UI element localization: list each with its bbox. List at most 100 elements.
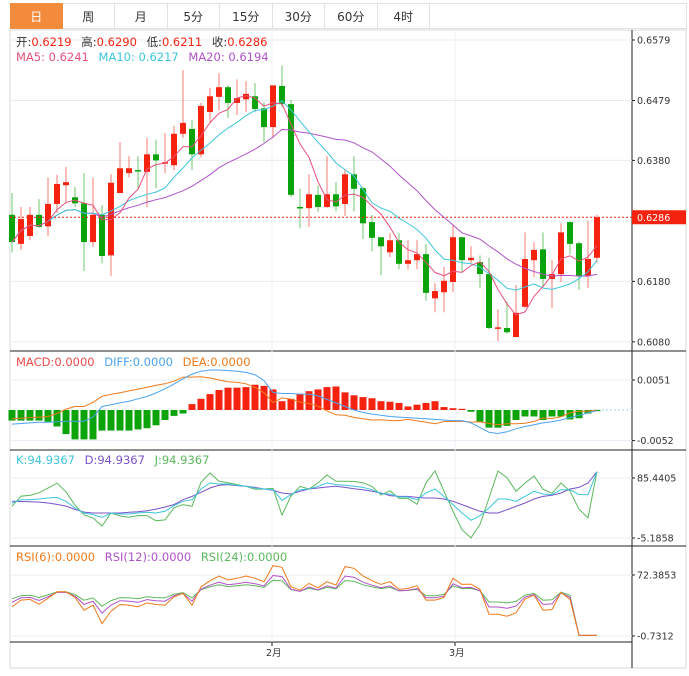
candle-body: [63, 182, 69, 186]
candle-body: [387, 240, 393, 253]
tab-7[interactable]: 4时: [377, 3, 430, 29]
candle-body: [99, 214, 105, 256]
candle: [333, 182, 339, 212]
candle-body: [225, 87, 231, 103]
candle: [378, 237, 384, 276]
macd-bar: [485, 410, 493, 428]
ohlc-legend: 开:0.6219 高:0.6290 低:0.6211 收:0.6286: [16, 35, 273, 49]
open-value: 0.6219: [31, 35, 72, 49]
candle-body: [252, 96, 258, 109]
diff-line: [11, 369, 598, 435]
candle: [18, 206, 24, 250]
macd-legend: MACD:0.0000 DIFF:0.0000 DEA:0.0000: [16, 355, 257, 369]
candle-body: [522, 258, 528, 307]
rsi6-value: RSI(6):0.0000: [16, 550, 96, 564]
macd-bar: [422, 402, 430, 410]
macd-bar: [278, 401, 286, 410]
ma10-line: [11, 100, 598, 291]
d-value: D:94.9367: [84, 453, 145, 467]
macd-bar: [8, 410, 16, 421]
tab-1[interactable]: 周: [62, 3, 115, 29]
candle-body: [459, 237, 465, 261]
candle-body: [315, 194, 321, 207]
candle: [495, 309, 501, 342]
tab-3[interactable]: 5分: [167, 3, 220, 29]
candle: [63, 167, 69, 204]
close-value: 0.6286: [227, 35, 268, 49]
tab-0[interactable]: 日: [10, 3, 63, 29]
macd-bar: [323, 387, 331, 410]
k-value: K:94.9367: [16, 453, 75, 467]
candle: [162, 133, 168, 174]
candle: [180, 70, 186, 139]
tab-5[interactable]: 30分: [272, 3, 325, 29]
candle: [189, 119, 195, 171]
macd-bar: [350, 395, 358, 410]
candle-body: [324, 194, 330, 207]
macd-bar: [494, 410, 502, 428]
price-tick-label: 0.6080: [637, 337, 670, 348]
candle: [414, 240, 420, 270]
high-value: 0.6290: [96, 35, 137, 49]
rsi12-value: RSI(12):0.0000: [104, 550, 192, 564]
candle-body: [441, 280, 447, 293]
current-price-tag: [632, 210, 686, 225]
candle: [36, 199, 42, 229]
candle: [369, 214, 375, 252]
diff-value: DIFF:0.0000: [104, 355, 173, 369]
candle-body: [216, 87, 222, 97]
candle: [261, 102, 267, 143]
candle: [576, 241, 582, 290]
ma20-line: [11, 128, 598, 277]
macd-bar: [269, 389, 277, 410]
macd-bar: [305, 391, 313, 410]
candle-body: [306, 194, 312, 209]
candle-body: [576, 243, 582, 276]
macd-bar: [161, 410, 169, 420]
macd-bar: [368, 398, 376, 410]
tab-4[interactable]: 15分: [220, 3, 273, 29]
macd-bar: [521, 410, 529, 417]
candle: [504, 301, 510, 335]
macd-bar: [476, 410, 484, 422]
macd-bar: [314, 389, 322, 410]
candle: [117, 142, 123, 194]
candle: [81, 173, 87, 272]
rsi24-value: RSI(24):0.0000: [200, 550, 288, 564]
candle-body: [378, 237, 384, 247]
candle: [594, 214, 600, 263]
macd-bar: [593, 410, 601, 412]
candle: [396, 232, 402, 270]
candle-body: [477, 262, 483, 275]
macd-bar: [179, 410, 187, 414]
candle-body: [468, 257, 474, 261]
candle-body: [180, 122, 186, 134]
tab-2[interactable]: 月: [115, 3, 168, 29]
candle: [54, 174, 60, 214]
candle-body: [351, 174, 357, 189]
candle: [513, 285, 519, 338]
macd-bar: [233, 387, 241, 410]
macd-bar: [377, 401, 385, 410]
candle: [432, 283, 438, 313]
macd-bar: [584, 410, 592, 414]
macd-bar: [125, 410, 133, 431]
macd-bar: [188, 404, 196, 410]
candle: [540, 232, 546, 287]
macd-bar: [197, 398, 205, 410]
macd-bar: [440, 407, 448, 410]
macd-bar: [539, 410, 547, 420]
candle-body: [117, 168, 123, 194]
candle-body: [369, 222, 375, 238]
macd-bar: [251, 384, 259, 410]
tab-6[interactable]: 60分: [325, 3, 378, 29]
candle: [459, 237, 465, 273]
macd-bar: [548, 410, 556, 417]
candle: [423, 243, 429, 301]
macd-bar: [44, 410, 52, 422]
macd-bar: [35, 410, 43, 421]
macd-bar: [206, 394, 214, 410]
candle-body: [18, 219, 24, 244]
candle-body: [36, 214, 42, 227]
